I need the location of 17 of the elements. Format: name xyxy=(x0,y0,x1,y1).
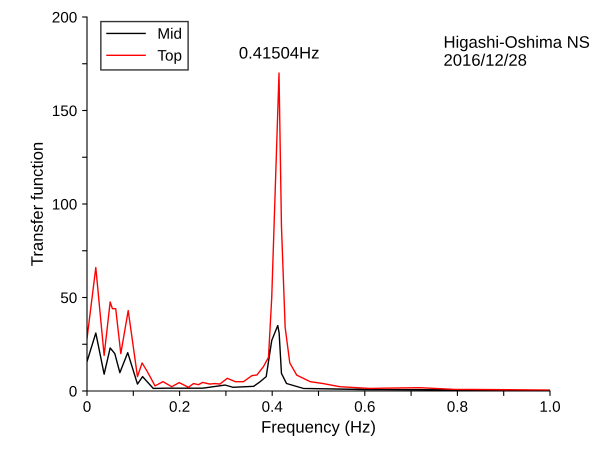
y-tick-label: 150 xyxy=(52,105,77,116)
annotation: 0.41504Hz xyxy=(239,46,319,59)
y-tick-label: 50 xyxy=(60,292,77,304)
x-tick-label: 0 xyxy=(83,401,91,412)
x-tick-label: 0.6 xyxy=(354,401,375,412)
legend-label: Mid xyxy=(158,28,182,39)
x-tick-label: 0.8 xyxy=(447,401,468,412)
y-tick-label: 200 xyxy=(52,12,77,23)
y-axis-title: Transfer function xyxy=(30,142,43,266)
x-tick-label: 0.2 xyxy=(170,401,190,412)
y-tick-label: 0 xyxy=(69,386,77,397)
x-axis-title: Frequency (Hz) xyxy=(262,420,375,436)
annotation: Higashi-Oshima NS 2016/12/28 xyxy=(444,36,590,66)
x-tick-label: 1.0 xyxy=(540,401,560,412)
x-tick-label: 0.4 xyxy=(262,401,282,412)
legend-label: Top xyxy=(158,50,182,64)
y-tick-label: 100 xyxy=(52,198,77,210)
